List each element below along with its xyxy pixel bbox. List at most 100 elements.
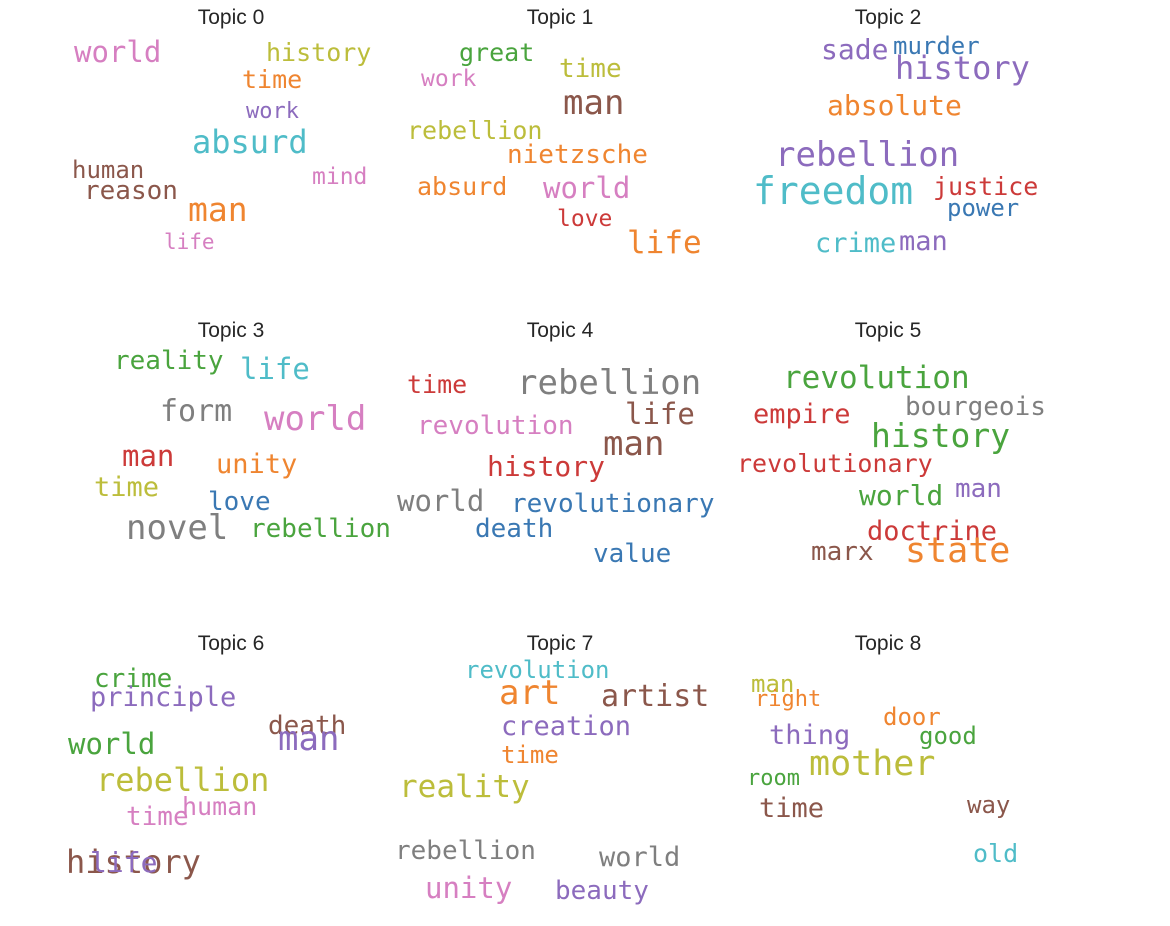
cloud-word: revolutionary <box>511 489 715 519</box>
cloud-word: way <box>967 791 1011 819</box>
cloud-word: time <box>407 370 468 399</box>
cloud-word: justice <box>933 172 1039 201</box>
cloud-word: history <box>895 49 1030 87</box>
cloud-word: absolute <box>827 89 962 122</box>
cloud-word: bourgeois <box>905 392 1046 422</box>
cloud-word: principle <box>90 682 237 713</box>
cloud-word: great <box>459 38 535 67</box>
cloud-word: man <box>899 226 948 257</box>
cloud-word: man <box>278 719 340 759</box>
cloud-word: room <box>747 766 800 791</box>
cloud-word: beauty <box>555 876 649 906</box>
topic-panel-2: Topic 2 sade murder history absolute rebellio… <box>723 0 1053 300</box>
topic-panel-7: Topic 7 revolution art artist creation time re… <box>395 626 725 926</box>
cloud-word: time <box>501 741 559 769</box>
cloud-word: time <box>242 65 303 94</box>
topic-panel-0: Topic 0 world history time work absurd human mi… <box>66 0 396 300</box>
topic-title: Topic 4 <box>526 319 594 342</box>
cloud-word: creation <box>501 711 632 742</box>
cloud-word: man <box>188 190 248 229</box>
topic-panel-8: Topic 8 man right door thing good mother room ti… <box>723 626 1053 926</box>
cloud-word: life <box>627 225 702 261</box>
cloud-word: love <box>557 206 613 232</box>
cloud-word: revolution <box>417 411 574 441</box>
topic-title: Topic 1 <box>526 6 594 29</box>
cloud-word: marx <box>811 537 874 567</box>
cloud-word: crime <box>94 664 173 694</box>
cloud-word: death <box>268 711 347 741</box>
cloud-word: time <box>559 54 622 84</box>
cloud-word: world <box>859 479 944 512</box>
cloud-word: time <box>94 472 160 503</box>
cloud-word: mother <box>809 744 936 784</box>
cloud-word: world <box>264 399 367 439</box>
cloud-word: world <box>543 171 631 205</box>
topic-panel-3: Topic 3 reality life form world man unity time l… <box>66 313 396 613</box>
cloud-word: life <box>625 397 695 431</box>
cloud-word: time <box>126 802 189 832</box>
cloud-word: doctrine <box>867 516 998 547</box>
cloud-word: world <box>599 842 681 873</box>
cloud-word: form <box>160 394 233 429</box>
cloud-word: revolution <box>465 656 610 684</box>
cloud-word: state <box>905 531 1011 571</box>
cloud-word: life <box>90 846 158 879</box>
cloud-word: sade <box>821 33 889 66</box>
topic-panel-1: Topic 1 great work time man rebellion nietzsch… <box>395 0 725 300</box>
cloud-word: time <box>759 793 825 824</box>
topic-title: Topic 3 <box>197 319 265 342</box>
cloud-word: unity <box>425 871 513 905</box>
cloud-word: human <box>182 792 258 821</box>
cloud-word: crime <box>815 228 897 259</box>
topic-title: Topic 7 <box>526 632 594 655</box>
cloud-word: history <box>487 450 606 483</box>
cloud-word: unity <box>216 449 298 480</box>
cloud-word: absurd <box>417 172 508 201</box>
topic-title: Topic 0 <box>197 6 265 29</box>
cloud-word: work <box>246 99 299 124</box>
cloud-word: mind <box>312 164 368 190</box>
topic-title: Topic 2 <box>854 6 922 29</box>
cloud-word: life <box>240 352 310 386</box>
cloud-word: door <box>883 703 941 731</box>
cloud-word: nietzsche <box>507 140 648 170</box>
cloud-word: history <box>66 843 201 881</box>
cloud-word: freedom <box>753 169 914 213</box>
cloud-word: work <box>421 66 477 92</box>
cloud-word: human <box>72 156 145 184</box>
cloud-word: world <box>397 484 485 518</box>
topic-title: Topic 8 <box>854 632 922 655</box>
topic-title: Topic 5 <box>854 319 922 342</box>
cloud-word: rebellion <box>395 836 536 866</box>
cloud-word: death <box>475 514 554 544</box>
cloud-word: world <box>74 35 162 69</box>
cloud-word: reason <box>84 176 178 206</box>
cloud-word: rebellion <box>407 116 543 145</box>
topic-panel-5: Topic 5 revolution empire bourgeois history r… <box>723 313 1053 613</box>
cloud-word: man <box>955 474 1002 504</box>
cloud-word: absurd <box>192 123 308 161</box>
cloud-word: rebellion <box>517 363 702 403</box>
cloud-word: reality <box>399 769 530 805</box>
cloud-word: power <box>947 194 1020 222</box>
cloud-word: history <box>871 416 1011 455</box>
cloud-word: right <box>755 687 822 712</box>
cloud-word: revolution <box>783 360 970 396</box>
cloud-word: novel <box>126 508 229 548</box>
cloud-word: man <box>751 670 795 698</box>
cloud-word: old <box>973 839 1019 868</box>
cloud-word: value <box>593 539 672 569</box>
cloud-word: murder <box>893 32 980 60</box>
topic-panel-4: Topic 4 time rebellion life revolution man his… <box>395 313 725 613</box>
cloud-word: man <box>603 424 665 464</box>
cloud-word: art <box>499 673 561 713</box>
cloud-word: life <box>164 230 215 254</box>
cloud-word: thing <box>769 720 851 751</box>
cloud-word: rebellion <box>775 135 960 175</box>
cloud-word: artist <box>601 679 710 714</box>
cloud-word: love <box>208 487 271 517</box>
cloud-word: rebellion <box>96 761 270 799</box>
topic-panel-6: Topic 6 crime principle death world man rebell… <box>66 626 396 926</box>
cloud-word: world <box>68 727 156 761</box>
cloud-word: good <box>919 722 977 750</box>
